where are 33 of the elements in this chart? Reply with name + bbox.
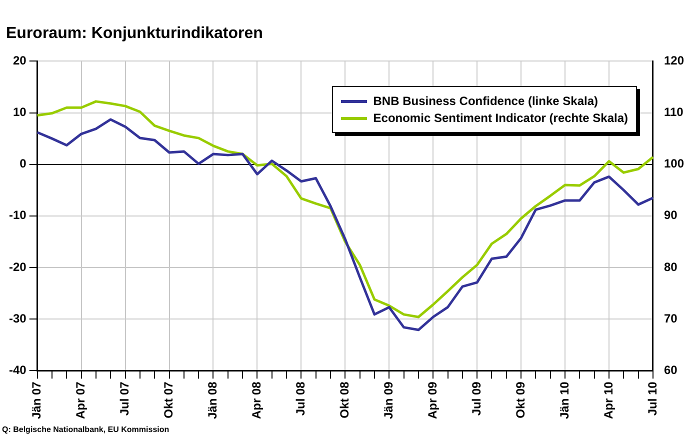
y2-tick-label: 120 xyxy=(664,54,684,68)
y2-tick-label: 60 xyxy=(664,362,678,377)
x-tick-label: Jän 07 xyxy=(30,381,44,419)
x-tick-label: Jän 08 xyxy=(206,381,220,419)
x-tick-label: Okt 09 xyxy=(513,381,528,418)
legend-label: BNB Business Confidence (linke Skala) xyxy=(373,94,598,108)
legend-label: Economic Sentiment Indicator (rechte Skala) xyxy=(373,111,628,125)
y-tick-label: -30 xyxy=(9,311,27,326)
y-tick-label: -10 xyxy=(9,208,27,222)
x-tick-label: Jul 09 xyxy=(469,381,484,416)
y2-tick-label: 110 xyxy=(664,105,684,120)
x-tick-label: Jul 10 xyxy=(645,381,660,416)
x-tick-label: Apr 10 xyxy=(601,381,616,419)
x-tick-label: Apr 07 xyxy=(74,381,88,419)
y2-tick-label: 90 xyxy=(664,208,678,222)
y-tick-label: 10 xyxy=(12,105,27,120)
x-tick-label: Jän 10 xyxy=(557,381,572,419)
y2-tick-label: 70 xyxy=(664,311,678,326)
y2-tick-label: 100 xyxy=(664,156,684,171)
x-tick-label: Jul 08 xyxy=(294,381,308,416)
chart-title: Euroraum: Konjunkturindikatoren xyxy=(6,25,263,42)
text: Q: Belgische Nationalbank, EU Kommission xyxy=(2,425,170,434)
x-tick-label: Jul 07 xyxy=(118,381,132,416)
x-tick-label: Okt 08 xyxy=(337,381,352,418)
y-tick-label: -40 xyxy=(9,362,27,377)
x-tick-label: Okt 07 xyxy=(162,381,176,418)
x-tick-label: Jän 09 xyxy=(381,381,396,419)
y2-tick-label: 80 xyxy=(664,260,678,274)
y-tick-label: -20 xyxy=(9,260,27,274)
y-tick-label: 0 xyxy=(20,156,27,171)
y-tick-label: 20 xyxy=(12,54,27,68)
x-tick-label: Apr 09 xyxy=(425,381,440,419)
x-tick-label: Apr 08 xyxy=(250,381,264,419)
